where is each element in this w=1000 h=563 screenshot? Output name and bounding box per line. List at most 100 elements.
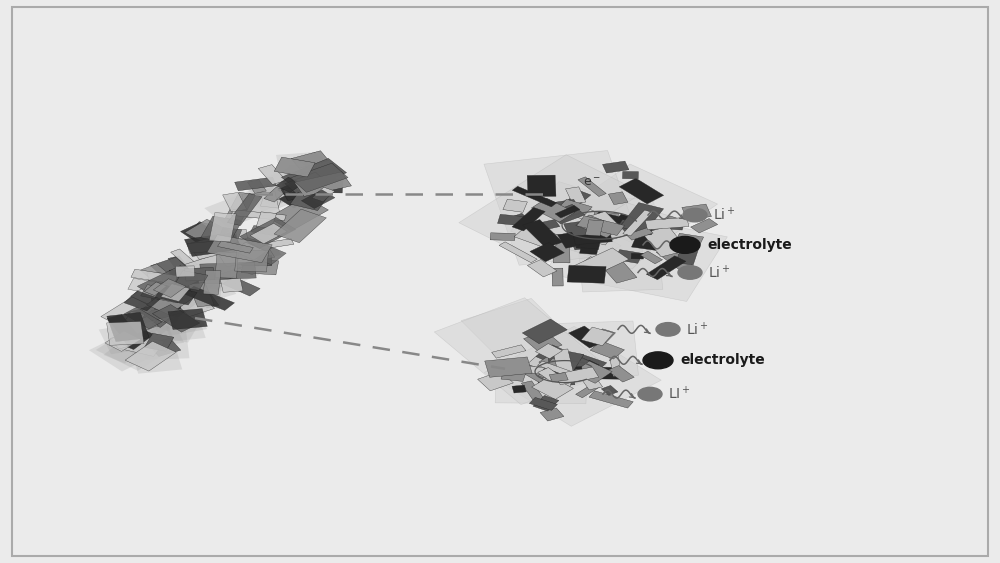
Polygon shape [156,270,236,311]
Polygon shape [281,164,327,194]
Polygon shape [640,251,662,264]
Polygon shape [294,172,351,196]
Polygon shape [223,193,247,212]
Polygon shape [279,187,316,208]
Text: electrolyte: electrolyte [707,238,792,252]
Polygon shape [174,247,240,290]
Polygon shape [301,190,335,208]
Polygon shape [220,278,243,292]
Polygon shape [484,327,661,426]
Polygon shape [512,207,545,231]
Polygon shape [233,255,272,266]
Circle shape [678,266,702,279]
Polygon shape [217,227,242,246]
Polygon shape [603,223,630,236]
Polygon shape [242,192,280,217]
Polygon shape [239,239,294,252]
Polygon shape [225,192,255,221]
Polygon shape [264,187,286,202]
Polygon shape [691,218,718,233]
Polygon shape [184,267,215,281]
Polygon shape [198,293,219,308]
Polygon shape [231,209,286,221]
Polygon shape [631,253,644,259]
Polygon shape [147,272,164,287]
Polygon shape [512,186,557,207]
Polygon shape [291,151,329,168]
Polygon shape [187,231,251,260]
Polygon shape [601,386,618,395]
Polygon shape [564,221,597,250]
Polygon shape [564,369,579,379]
Polygon shape [147,305,207,337]
Polygon shape [459,155,642,261]
Polygon shape [552,365,579,380]
Text: Li$^+$: Li$^+$ [686,321,709,338]
Polygon shape [163,296,198,318]
Polygon shape [151,257,197,285]
Polygon shape [553,234,570,263]
Polygon shape [227,194,262,226]
Polygon shape [117,327,154,350]
Polygon shape [552,268,563,286]
Polygon shape [514,224,565,250]
Polygon shape [153,279,186,297]
Polygon shape [290,163,348,193]
Polygon shape [181,222,216,243]
Circle shape [656,323,680,336]
Polygon shape [674,233,704,248]
Polygon shape [99,318,184,354]
Polygon shape [537,361,586,381]
Polygon shape [207,235,272,263]
Polygon shape [119,330,147,345]
Polygon shape [601,260,637,283]
Polygon shape [540,408,564,421]
Polygon shape [251,225,282,236]
Polygon shape [597,217,633,239]
Polygon shape [461,298,608,398]
Polygon shape [577,216,625,235]
Polygon shape [260,198,281,208]
Polygon shape [490,233,515,240]
Polygon shape [185,219,229,244]
Polygon shape [157,295,206,342]
Polygon shape [235,249,269,272]
Polygon shape [110,336,129,349]
Polygon shape [539,350,569,368]
Polygon shape [170,289,214,316]
Polygon shape [576,240,600,249]
Polygon shape [141,285,184,303]
Polygon shape [107,312,149,342]
Polygon shape [501,368,527,381]
Polygon shape [642,226,688,257]
Polygon shape [155,285,197,305]
Polygon shape [527,351,572,375]
Polygon shape [148,338,181,356]
Polygon shape [168,309,207,329]
Polygon shape [590,329,615,346]
Polygon shape [535,343,562,359]
Polygon shape [171,249,197,268]
Polygon shape [206,229,282,268]
Polygon shape [545,208,727,301]
Polygon shape [197,270,237,284]
Polygon shape [533,396,559,411]
Polygon shape [554,367,599,385]
Text: electrolyte: electrolyte [680,354,765,367]
Polygon shape [146,286,196,315]
Polygon shape [200,262,256,280]
Polygon shape [434,298,611,405]
Polygon shape [236,255,262,269]
Polygon shape [281,184,316,200]
Polygon shape [298,153,323,166]
Polygon shape [523,220,563,248]
Polygon shape [217,241,253,253]
Polygon shape [547,368,576,378]
Polygon shape [144,282,167,296]
Polygon shape [558,233,580,248]
Polygon shape [549,373,568,382]
Polygon shape [143,274,207,313]
Polygon shape [620,203,664,233]
Polygon shape [168,256,199,285]
Polygon shape [124,307,162,329]
